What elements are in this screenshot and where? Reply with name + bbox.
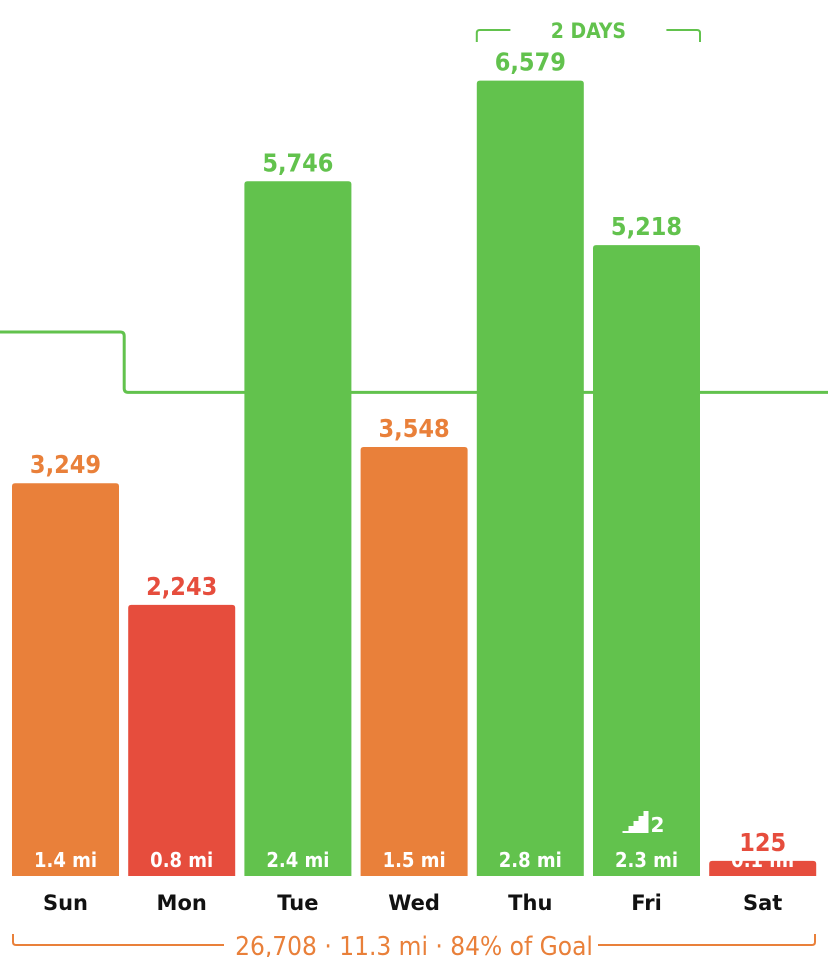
bar-tue (244, 181, 352, 876)
bar-distance-label: 1.5 mi (383, 848, 446, 872)
bar-distance-label: 0.8 mi (150, 848, 213, 872)
bar-value-label: 3,249 (30, 450, 101, 479)
goal-line (0, 330, 828, 394)
bar-value-label: 3,548 (379, 414, 450, 443)
bar-distance-label: 2.8 mi (499, 848, 562, 872)
day-label-wed: Wed (388, 891, 440, 915)
bar-sun (12, 483, 119, 876)
bar-distance-label: 2.3 mi (615, 848, 678, 872)
summary-bracket (12, 934, 816, 946)
badge-count: 2 (651, 813, 665, 837)
bar-distance-label: 2.4 mi (266, 848, 329, 872)
bar-value-label: 6,579 (495, 48, 566, 77)
bar-thu (476, 80, 584, 877)
bar-value-label: 5,218 (611, 212, 682, 241)
streak-bracket (475, 29, 701, 42)
day-label-thu: Thu (508, 891, 552, 915)
day-label-sat: Sat (743, 891, 782, 915)
weekly-summary: 26,708 · 11.3 mi · 84% of Goal (235, 932, 593, 957)
bar-wed (360, 447, 468, 876)
bar-fri (593, 245, 700, 876)
day-label-mon: Mon (157, 891, 207, 915)
bar-value-label: 5,746 (262, 148, 333, 177)
bar-distance-label: 1.4 mi (34, 848, 97, 872)
day-label-sun: Sun (43, 891, 88, 915)
day-label-fri: Fri (631, 891, 662, 915)
bar-distance-label: 0.1 mi (731, 848, 794, 872)
bar-value-label: 2,243 (146, 572, 217, 601)
stairs-icon (622, 811, 649, 833)
bar-mon (128, 604, 236, 876)
bar-value-label: 125 (739, 828, 786, 857)
streak-label: 2 DAYS (551, 19, 626, 43)
day-label-tue: Tue (277, 891, 318, 915)
bar-sat (709, 860, 817, 876)
